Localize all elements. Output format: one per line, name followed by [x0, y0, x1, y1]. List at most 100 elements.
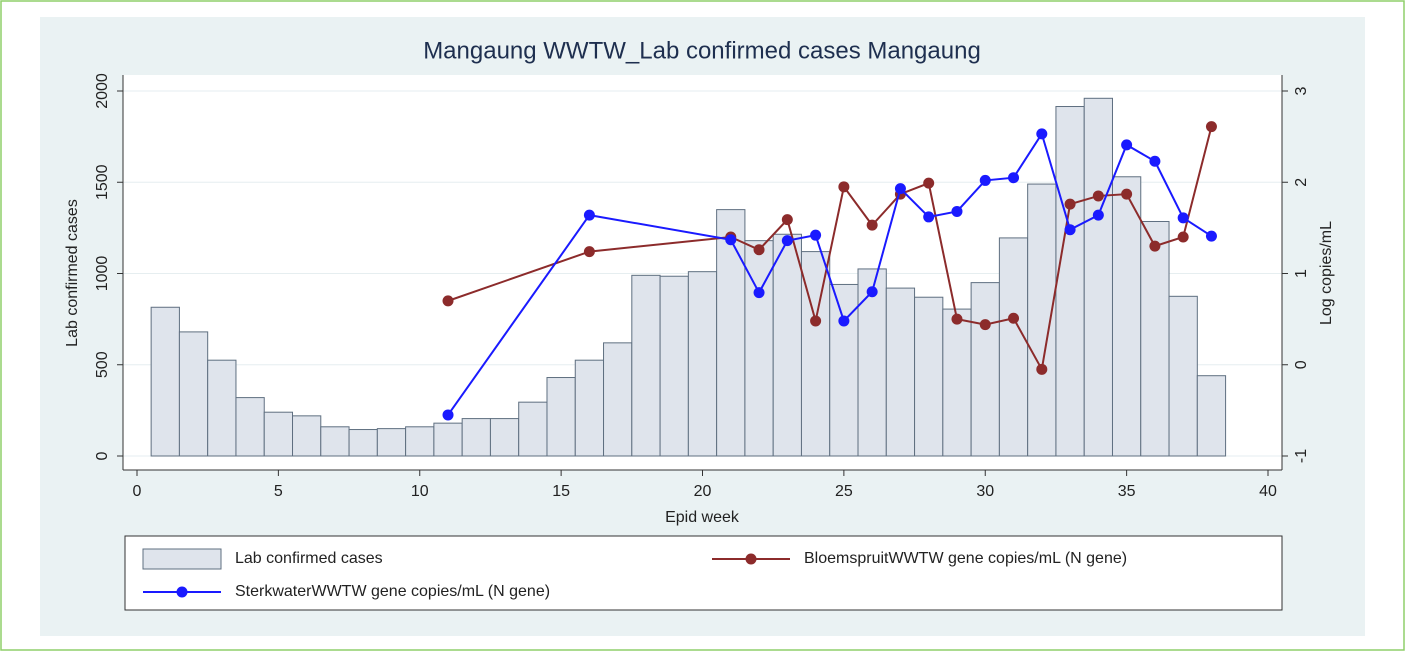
point — [923, 211, 935, 223]
point — [442, 295, 454, 307]
bar — [376, 428, 407, 457]
point — [979, 174, 991, 186]
bar — [405, 426, 435, 457]
bar — [150, 306, 180, 457]
chart-title: Mangaung WWTW_Lab confirmed cases Mangau… — [423, 37, 981, 64]
y-tick-label: 1000 — [94, 256, 111, 292]
bar — [1083, 97, 1113, 457]
y-axis-title: Lab confirmed cases — [64, 199, 81, 347]
point — [753, 244, 765, 256]
x-tick-label: 25 — [835, 483, 853, 500]
x-tick-label: 40 — [1259, 483, 1277, 500]
bar — [207, 359, 237, 457]
bar — [659, 275, 689, 457]
x-axis-title: Epid week — [665, 509, 740, 526]
point — [1064, 224, 1076, 236]
point — [1149, 155, 1161, 167]
legend-box — [124, 535, 1283, 611]
bar — [235, 397, 265, 457]
point — [951, 313, 963, 325]
point — [810, 229, 822, 241]
point — [1205, 230, 1217, 242]
point — [781, 214, 793, 226]
point — [1008, 312, 1020, 324]
bar — [320, 426, 350, 457]
bar — [263, 411, 294, 457]
bar — [433, 422, 463, 457]
line — [447, 131, 1212, 416]
point — [1177, 231, 1189, 243]
bar — [970, 282, 1000, 457]
x-tick-label: 30 — [976, 483, 994, 500]
point — [753, 287, 765, 299]
y-tick-label: 1500 — [94, 164, 111, 200]
bar — [829, 283, 859, 457]
bar — [716, 209, 746, 457]
point — [1092, 209, 1104, 221]
point — [1064, 198, 1076, 210]
bar — [1027, 183, 1057, 457]
point — [583, 209, 595, 221]
legend-swatch — [745, 553, 757, 565]
bar — [1140, 220, 1170, 457]
bar — [885, 287, 916, 457]
x-tick-label: 10 — [411, 483, 429, 500]
y-tick-label: 2000 — [94, 73, 111, 109]
point — [1121, 139, 1133, 151]
point — [1121, 188, 1133, 200]
y-tick-label: 0 — [94, 451, 111, 460]
bar — [574, 359, 605, 457]
bar — [942, 308, 972, 457]
legend-label: BloemspruitWWTW gene copies/mL (N gene) — [804, 550, 1127, 567]
point — [1008, 172, 1020, 184]
bar — [546, 377, 576, 457]
legend-swatch — [142, 548, 222, 570]
point — [1205, 121, 1217, 133]
legend-label: SterkwaterWWTW gene copies/mL (N gene) — [235, 583, 550, 600]
y2-tick-label: 3 — [1293, 86, 1310, 95]
y2-axis-title: Log copies/mL — [1318, 221, 1335, 325]
bar — [518, 401, 548, 457]
x-tick-label: 5 — [274, 483, 283, 500]
bar — [1168, 295, 1198, 457]
bar — [292, 415, 322, 457]
point — [725, 234, 737, 246]
bar — [348, 429, 378, 457]
point — [866, 286, 878, 298]
point — [838, 315, 850, 327]
legend-swatch — [176, 586, 188, 598]
point — [1092, 190, 1104, 202]
x-tick-label: 15 — [552, 483, 570, 500]
point — [866, 219, 878, 231]
x-tick-label: 20 — [694, 483, 712, 500]
point — [1149, 240, 1161, 252]
y2-tick-label: -1 — [1293, 449, 1310, 463]
bar — [603, 342, 633, 457]
y-tick-label: 500 — [94, 351, 111, 378]
bar — [1111, 176, 1142, 457]
point — [781, 235, 793, 247]
point — [583, 246, 595, 258]
bar — [631, 274, 661, 457]
x-tick-label: 0 — [133, 483, 142, 500]
x-tick-label: 35 — [1118, 483, 1136, 500]
point — [1036, 363, 1048, 375]
point — [951, 205, 963, 217]
bar — [914, 296, 944, 457]
point — [838, 181, 850, 193]
point — [923, 177, 935, 189]
y2-tick-label: 1 — [1293, 269, 1310, 278]
y2-tick-label: 2 — [1293, 178, 1310, 187]
bar — [489, 418, 520, 457]
point — [894, 183, 906, 195]
bar — [1055, 106, 1085, 457]
point — [979, 319, 991, 331]
bar — [998, 237, 1029, 457]
legend-label: Lab confirmed cases — [235, 550, 383, 567]
point — [442, 409, 454, 421]
bar — [772, 233, 802, 457]
bar — [687, 271, 718, 457]
point — [1177, 212, 1189, 224]
bar — [178, 331, 209, 457]
